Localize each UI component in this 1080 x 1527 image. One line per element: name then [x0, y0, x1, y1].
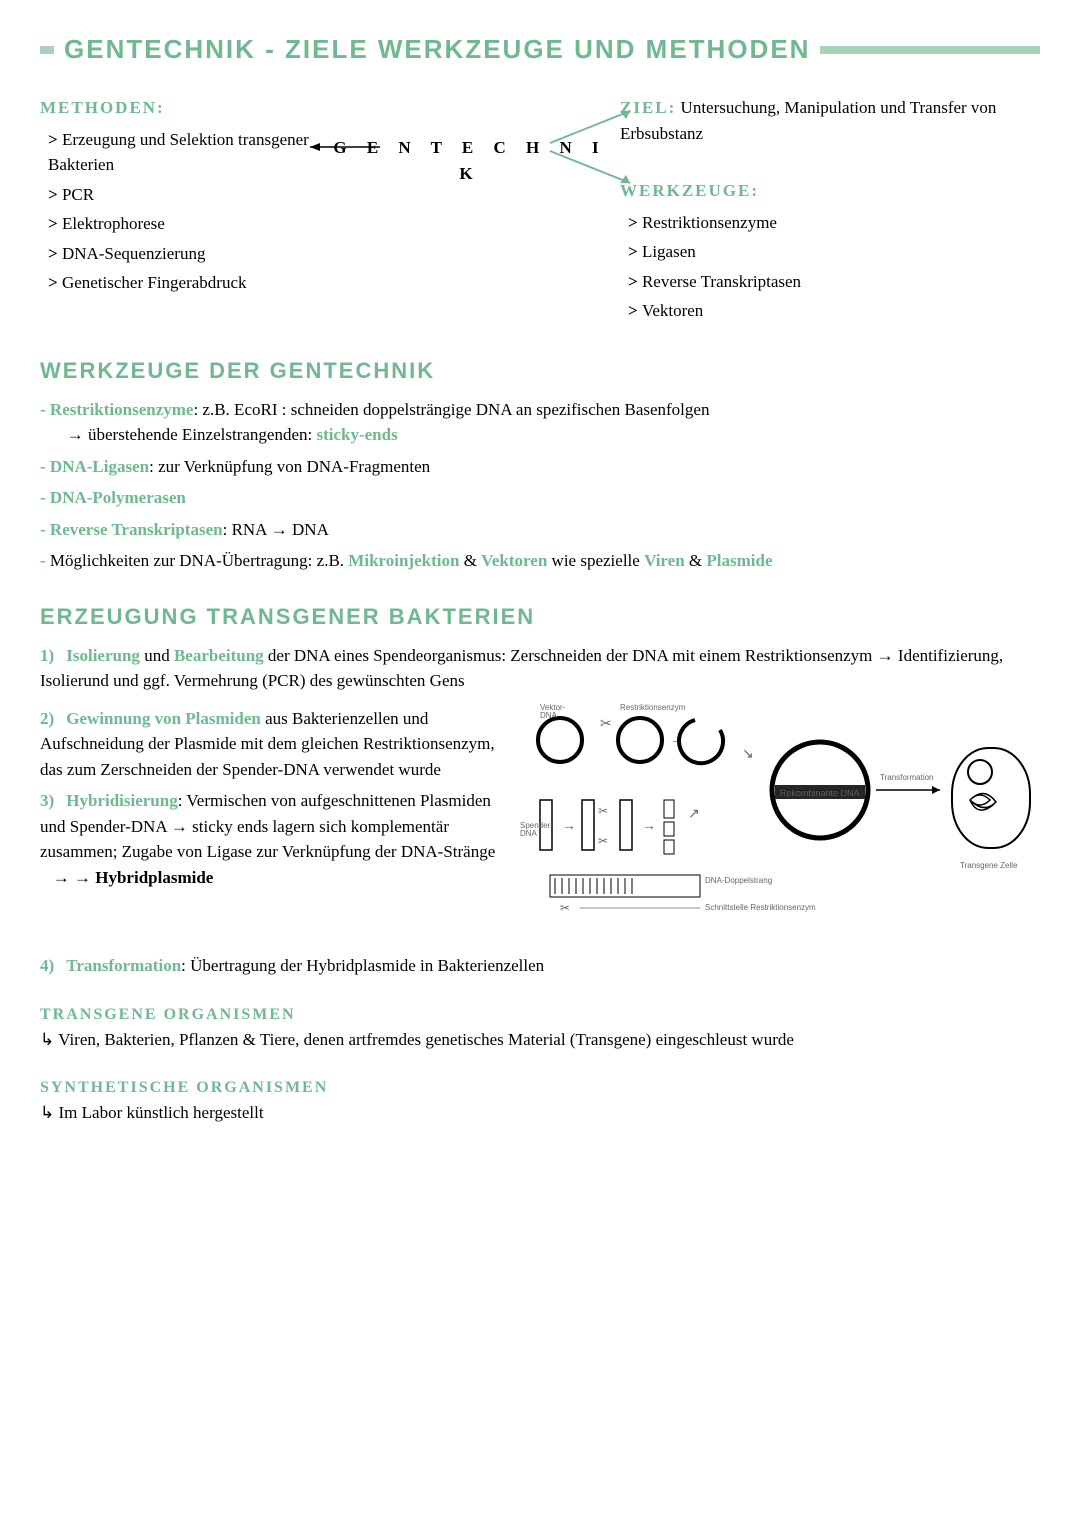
- text: → Hybridplasmide: [74, 868, 213, 887]
- label-zelle: Transgene Zelle: [960, 861, 1018, 870]
- step-2: 2) Gewinnung von Plasmiden aus Bakterien…: [40, 706, 500, 783]
- werkzeuge-details: Restriktionsenzyme: z.B. EcoRI : schneid…: [40, 397, 1040, 574]
- list-item: Erzeugung und Selektion transgener Bakte…: [48, 127, 320, 178]
- subsection-text: Viren, Bakterien, Pflanzen & Tiere, dene…: [40, 1027, 1040, 1053]
- term: Viren: [644, 551, 685, 570]
- title-bar-right: [820, 46, 1040, 54]
- svg-text:Rekombinante DNA: Rekombinante DNA: [780, 788, 860, 798]
- list-item: Restriktionsenzyme: [628, 210, 1040, 236]
- label-restr: Restriktionsenzym: [620, 703, 686, 712]
- mindmap: METHODEN: Erzeugung und Selektion transg…: [40, 95, 1040, 328]
- step-4: 4) Transformation: Übertragung der Hybri…: [40, 953, 1040, 979]
- process-diagram: Vektor- DNA ✂ Restriktionsenzym → ↘ Spen…: [520, 700, 1040, 948]
- list-item: DNA-Sequenzierung: [48, 241, 320, 267]
- subsection-text: Im Labor künstlich hergestellt: [40, 1100, 1040, 1126]
- methoden-block: METHODEN: Erzeugung und Selektion transg…: [40, 95, 320, 328]
- list-item: DNA-Ligasen: zur Verknüpfung von DNA-Fra…: [40, 454, 1040, 480]
- term: Bearbeitung: [174, 646, 264, 665]
- right-block: ZIEL: Untersuchung, Manipulation und Tra…: [620, 95, 1040, 328]
- text: : Übertragung der Hybridplasmide in Bakt…: [181, 956, 544, 975]
- list-item: Vektoren: [628, 298, 1040, 324]
- text: : zur Verknüpfung von DNA-Fragmenten: [149, 457, 430, 476]
- list-item: Elektrophorese: [48, 211, 320, 237]
- steps-2-3: 2) Gewinnung von Plasmiden aus Bakterien…: [40, 700, 500, 897]
- list-item: Reverse Transkriptasen: [628, 269, 1040, 295]
- label-schnitt: Schnittstelle Restriktionsenzym: [705, 903, 816, 912]
- page: GENTECHNIK - ZIELE WERKZEUGE UND METHODE…: [0, 0, 1080, 1166]
- term: Transformation: [66, 956, 181, 975]
- term: Isolierung: [66, 646, 140, 665]
- label-dstrang: DNA-Doppelstrang: [705, 876, 772, 885]
- svg-text:DNA: DNA: [540, 711, 558, 720]
- arrow-icon: →: [53, 868, 74, 887]
- title-bar-left: [40, 46, 54, 54]
- text: : RNA → DNA: [223, 520, 329, 539]
- list-item: DNA-Polymerasen: [40, 485, 1040, 511]
- step-number: 4): [40, 953, 62, 979]
- subsection-heading: TRANSGENE ORGANISMEN: [40, 1003, 1040, 1027]
- term: Vektoren: [481, 551, 547, 570]
- methoden-list: Erzeugung und Selektion transgener Bakte…: [40, 127, 320, 296]
- list-item: Ligasen: [628, 239, 1040, 265]
- step-number: 2): [40, 706, 62, 732]
- step-number: 3): [40, 788, 62, 814]
- diagram-svg: Vektor- DNA ✂ Restriktionsenzym → ↘ Spen…: [520, 700, 1040, 940]
- svg-text:↗: ↗: [688, 805, 700, 821]
- section-heading: ERZEUGUNG TRANSGENER BAKTERIEN: [40, 600, 1040, 633]
- list-item: Genetischer Fingerabdruck: [48, 270, 320, 296]
- text: : z.B. EcoRI : schneiden doppelsträngige…: [193, 400, 709, 419]
- text: &: [685, 551, 707, 570]
- term: Restriktionsenzyme: [50, 400, 194, 419]
- svg-text:✂: ✂: [598, 804, 608, 818]
- term: Mikroinjektion: [348, 551, 459, 570]
- step-number: 1): [40, 643, 62, 669]
- ziel-text: Untersuchung, Manipulation und Transfer …: [620, 98, 996, 143]
- svg-text:→: →: [562, 817, 576, 833]
- text: &: [459, 551, 481, 570]
- werkzeuge-heading: WERKZEUGE:: [620, 178, 1040, 204]
- werkzeuge-list: Restriktionsenzyme Ligasen Reverse Trans…: [620, 210, 1040, 324]
- term: Reverse Transkriptasen: [50, 520, 223, 539]
- svg-text:✂: ✂: [598, 834, 608, 848]
- term: Gewinnung von Plasmiden: [66, 709, 261, 728]
- section-heading: WERKZEUGE DER GENTECHNIK: [40, 354, 1040, 387]
- term: DNA-Polymerasen: [50, 488, 186, 507]
- list-item: Möglichkeiten zur DNA-Übertragung: z.B. …: [40, 548, 1040, 574]
- svg-text:↘: ↘: [742, 745, 754, 761]
- svg-text:→: →: [642, 817, 656, 833]
- step-diagram-wrap: 2) Gewinnung von Plasmiden aus Bakterien…: [40, 700, 1040, 948]
- center-arrows: [320, 105, 600, 185]
- ziel-label: ZIEL:: [620, 98, 676, 117]
- list-item: PCR: [48, 182, 320, 208]
- center-word-box: G E N T E C H N I K: [330, 135, 610, 186]
- term: DNA-Ligasen: [50, 457, 149, 476]
- term: sticky-ends: [316, 425, 397, 444]
- center-node: G E N T E C H N I K: [320, 95, 620, 328]
- term: Hybridisierung: [66, 791, 177, 810]
- step-1: 1) Isolierung und Bearbeitung der DNA ei…: [40, 643, 1040, 694]
- text: wie spezielle: [547, 551, 644, 570]
- label-transf: Transformation: [880, 773, 934, 782]
- text: → überstehende Einzelstrangenden:: [67, 425, 312, 444]
- svg-text:✂: ✂: [560, 901, 570, 915]
- svg-text:DNA: DNA: [520, 829, 538, 838]
- methoden-heading: METHODEN:: [40, 95, 320, 121]
- text: und: [140, 646, 174, 665]
- text: Möglichkeiten zur DNA-Übertragung: z.B.: [50, 551, 344, 570]
- subsection-heading: SYNTHETISCHE ORGANISMEN: [40, 1076, 1040, 1100]
- step-3: 3) Hybridisierung: Vermischen von aufges…: [40, 788, 500, 890]
- list-item: Reverse Transkriptasen: RNA → DNA: [40, 517, 1040, 543]
- steps-block: 1) Isolierung und Bearbeitung der DNA ei…: [40, 643, 1040, 979]
- ziel-row: ZIEL: Untersuchung, Manipulation und Tra…: [620, 95, 1040, 146]
- term: Plasmide: [706, 551, 772, 570]
- page-title: GENTECHNIK - ZIELE WERKZEUGE UND METHODE…: [54, 30, 820, 69]
- title-row: GENTECHNIK - ZIELE WERKZEUGE UND METHODE…: [40, 30, 1040, 69]
- svg-text:✂: ✂: [600, 715, 612, 731]
- list-item: Restriktionsenzyme: z.B. EcoRI : schneid…: [40, 397, 1040, 448]
